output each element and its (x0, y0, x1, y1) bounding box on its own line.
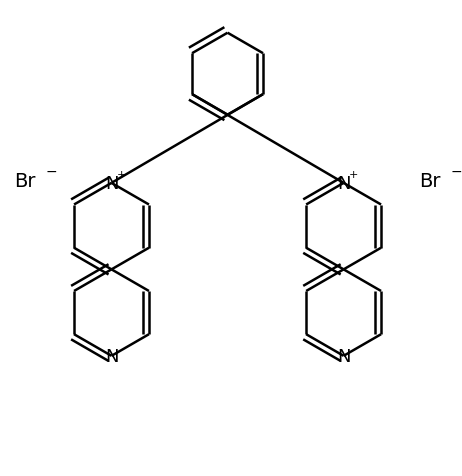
Text: N: N (105, 347, 118, 365)
Text: N: N (105, 175, 118, 192)
Text: Br: Br (14, 172, 36, 191)
Text: N: N (337, 347, 350, 365)
Text: Br: Br (419, 172, 441, 191)
Text: −: − (46, 164, 57, 178)
Text: −: − (450, 164, 462, 178)
Text: +: + (117, 169, 126, 179)
Text: +: + (349, 169, 359, 179)
Text: N: N (337, 175, 350, 192)
